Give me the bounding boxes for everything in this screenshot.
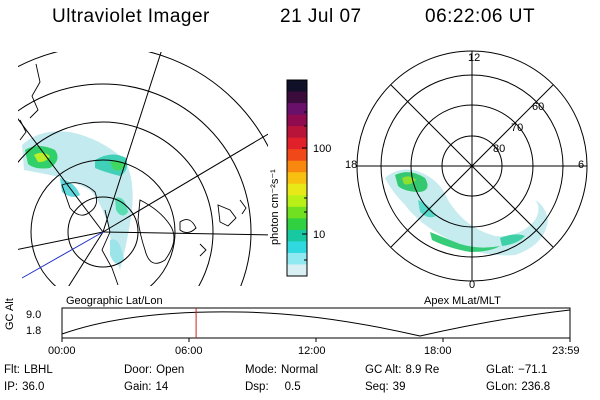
colorbar-swatch (287, 149, 307, 162)
mlt-meridians (357, 51, 587, 281)
info-mode: Mode: Normal (245, 364, 319, 376)
orbit-timeline (61, 307, 571, 342)
colorbar-swatch (287, 206, 307, 219)
info-glon: GLon: 236.8 (486, 381, 551, 393)
colorbar-swatch (287, 160, 307, 173)
colorbar-swatch (287, 264, 307, 277)
colorbar-swatch (287, 103, 307, 116)
colorbar-swatch (287, 172, 307, 185)
info-dsp: Dsp: 0.5 (245, 381, 301, 393)
colorbar-swatch (287, 137, 307, 150)
info-seq: Seq: 39 (365, 381, 406, 393)
info-door: Door: Open (124, 364, 185, 376)
meridians (18, 52, 268, 286)
coastlines (19, 63, 247, 286)
timeline-y-tick-min: 1.8 (26, 325, 42, 337)
colorbar-tick-10: 10 (313, 229, 325, 241)
info-gain: Gain: 14 (124, 381, 169, 393)
timeline-axis-label: GC Alt (4, 298, 16, 330)
altitude-curve (61, 309, 571, 337)
timeline-x-tick-0600: 06:00 (175, 345, 203, 357)
mlat-label-60: 60 (532, 101, 544, 113)
colorbar-unit-label: photon cm⁻²s⁻¹ (269, 169, 281, 245)
colorbar-swatch (287, 195, 307, 208)
aurora-emission-right (385, 169, 548, 256)
colorbar-frame (286, 79, 308, 277)
observation-time: 06:22:06 UT (425, 6, 536, 27)
colorbar-swatch (287, 229, 307, 242)
colorbar-swatch (287, 218, 307, 231)
colorbar-swatch (287, 91, 307, 104)
mlt-label-12: 12 (468, 52, 480, 64)
timeline-x-tick-0000: 00:00 (48, 345, 76, 357)
info-gc-alt: GC Alt: 8.9 Re (365, 364, 440, 376)
timeline-x-tick-1800: 18:00 (424, 345, 452, 357)
timeline-frame (61, 307, 571, 339)
colorbar-swatch (287, 183, 307, 196)
timeline-x-ticks (61, 338, 571, 342)
colorbar (287, 80, 307, 277)
mlt-label-18: 18 (345, 159, 357, 171)
colorbar-swatch (287, 126, 307, 139)
page-title: Ultraviolet Imager (52, 6, 210, 27)
timeline-x-tick-2359: 23:59 (552, 345, 580, 357)
colorbar-swatch (287, 241, 307, 254)
right-map-label: Apex MLat/MLT (424, 295, 501, 307)
left-map-label: Geographic Lat/Lon (66, 295, 163, 307)
colorbar-tick-100: 100 (313, 143, 331, 155)
colorbar-swatch (287, 114, 307, 127)
colorbar-swatch (287, 80, 307, 93)
colorbar-swatch (287, 252, 307, 265)
latitude-circles (18, 52, 268, 286)
satellite-track (21, 231, 104, 279)
timeline-x-tick-1200: 12:00 (298, 345, 326, 357)
colorbar-ticks (302, 111, 307, 261)
info-glat: GLat: −71.1 (486, 364, 548, 376)
mlat-label-70: 70 (511, 122, 523, 134)
info-ip: IP: 36.0 (4, 381, 45, 393)
observation-date: 21 Jul 07 (280, 6, 362, 27)
geographic-map (18, 52, 268, 286)
magnetic-polar-map: 12 18 6 0 60 70 80 (345, 50, 588, 291)
info-filter: Flt: LBHL (4, 364, 53, 376)
timeline-y-tick-max: 9.0 (26, 309, 42, 321)
mlt-label-6: 6 (578, 159, 584, 171)
mlat-label-80: 80 (493, 143, 505, 155)
mlt-label-0: 0 (469, 279, 475, 291)
